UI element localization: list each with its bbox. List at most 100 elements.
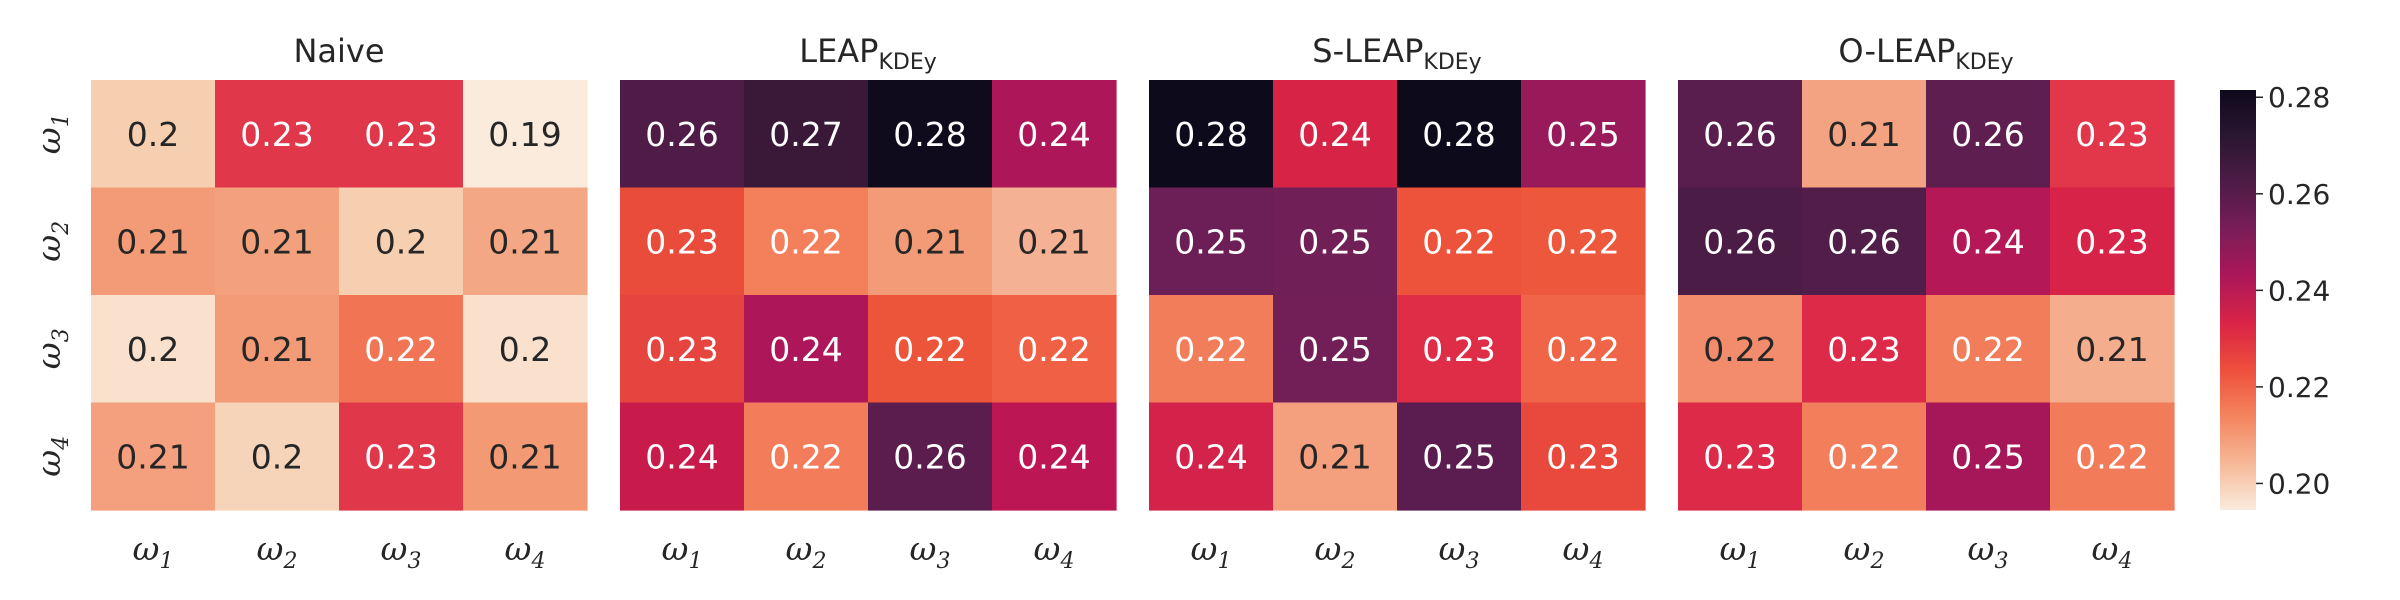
cell-value-label: 0.2: [127, 330, 179, 369]
y-tick-label: ω1: [29, 113, 74, 154]
x-tick-subscript: 4: [1059, 549, 1074, 574]
heatmap-cell: [1273, 187, 1398, 296]
heatmap-cell: [1802, 295, 1927, 404]
cell-value-label: 0.22: [1017, 330, 1090, 369]
heatmap-cell: [215, 402, 340, 511]
heatmap-cell: [1678, 295, 1803, 404]
heatmap-cell: [1273, 402, 1398, 511]
heatmap-cell: [91, 80, 216, 189]
heatmap-cell: [339, 295, 464, 404]
cell-value-label: 0.22: [769, 222, 842, 261]
panel-title: LEAPKDEy: [799, 32, 937, 75]
heatmap-cell: [1926, 187, 2051, 296]
heatmap-cell: [2050, 402, 2175, 511]
heatmap-cell: [1521, 80, 1646, 189]
heatmap-panel: LEAPKDEy 0.26 0.27 0.28 0.24 0.23 0.22 0.21 0.21…: [620, 32, 1117, 574]
heatmap-cell: [91, 295, 216, 404]
heatmap-cell: [1678, 402, 1803, 511]
heatmap-cell: [744, 402, 869, 511]
heatmap-cell: [91, 187, 216, 296]
x-tick-symbol: ω: [786, 529, 813, 568]
cell-value-label: 0.23: [1827, 330, 1900, 369]
x-tick-subscript: 3: [1994, 549, 2008, 574]
heatmap-cell: [215, 187, 340, 296]
panel-title-subscript: KDEy: [1955, 50, 2013, 75]
heatmap-cell: [744, 80, 869, 189]
heatmap-cell: [215, 80, 340, 189]
heatmap-cell: [1521, 295, 1646, 404]
x-tick-symbol: ω: [1720, 529, 1747, 568]
cell-value-label: 0.26: [1703, 222, 1776, 261]
cell-value-label: 0.19: [488, 115, 561, 154]
cell-value-label: 0.24: [769, 330, 842, 369]
cell-value-label: 0.21: [1298, 437, 1371, 476]
heatmap-cell: [463, 295, 588, 404]
cell-value-label: 0.21: [2075, 330, 2148, 369]
heatmap-cell: [1149, 402, 1274, 511]
cell-value-label: 0.25: [1951, 437, 2024, 476]
heatmap-cell: [1521, 187, 1646, 296]
y-tick-label: ω4: [29, 436, 74, 477]
x-tick-symbol: ω: [1034, 529, 1061, 568]
heatmap-cell: [1397, 295, 1522, 404]
x-tick-label: ω4: [2092, 529, 2133, 574]
x-tick-label: ω3: [910, 529, 951, 574]
panel-title-subscript: KDEy: [878, 50, 936, 75]
cell-value-label: 0.28: [1174, 115, 1247, 154]
x-tick-label: ω1: [662, 529, 703, 574]
cell-value-label: 0.26: [893, 437, 966, 476]
x-tick-symbol: ω: [1844, 529, 1871, 568]
cell-value-label: 0.22: [1546, 330, 1619, 369]
x-tick-label: ω1: [1720, 529, 1761, 574]
colorbar-tick-label: 0.20: [2268, 467, 2330, 500]
heatmap-cell: [620, 187, 745, 296]
cell-value-label: 0.21: [1827, 115, 1900, 154]
cell-value-label: 0.21: [240, 330, 313, 369]
heatmap-cell: [1678, 80, 1803, 189]
colorbar-tick-label: 0.28: [2268, 81, 2330, 114]
cell-value-label: 0.24: [1298, 115, 1371, 154]
y-tick-label: ω3: [29, 328, 74, 369]
panel-title-text: S-LEAP: [1312, 32, 1423, 70]
cell-value-label: 0.28: [893, 115, 966, 154]
cell-value-label: 0.23: [364, 437, 437, 476]
y-tick-symbol: ω: [29, 235, 68, 262]
x-tick-subscript: 3: [407, 549, 421, 574]
heatmap-cell: [339, 187, 464, 296]
cell-value-label: 0.22: [2075, 437, 2148, 476]
cell-value-label: 0.22: [769, 437, 842, 476]
y-tick-subscript: 4: [49, 436, 74, 451]
cell-value-label: 0.22: [1422, 222, 1495, 261]
heatmap-cell: [620, 80, 745, 189]
heatmap-cell: [1802, 402, 1927, 511]
heatmap-cell: [463, 402, 588, 511]
panel-title-subscript: KDEy: [1423, 50, 1481, 75]
cell-value-label: 0.25: [1298, 222, 1371, 261]
cell-value-label: 0.2: [127, 115, 179, 154]
x-tick-symbol: ω: [381, 529, 408, 568]
heatmap-cell: [1397, 187, 1522, 296]
panel-title-text: Naive: [293, 32, 384, 70]
panel-title-text: O-LEAP: [1838, 32, 1955, 70]
heatmap-cell: [992, 187, 1117, 296]
cell-value-label: 0.23: [2075, 115, 2148, 154]
x-tick-symbol: ω: [2092, 529, 2119, 568]
cell-value-label: 0.21: [116, 222, 189, 261]
heatmap-panel: O-LEAPKDEy 0.26 0.21 0.26 0.23 0.26 0.26 0.24 0.…: [1678, 32, 2175, 574]
cell-value-label: 0.22: [1827, 437, 1900, 476]
heatmap-panel: S-LEAPKDEy 0.28 0.24 0.28 0.25 0.25 0.25 0.22 0.…: [1149, 32, 1646, 574]
x-tick-symbol: ω: [662, 529, 689, 568]
heatmap-cell: [463, 80, 588, 189]
x-tick-label: ω2: [1315, 529, 1356, 574]
cell-value-label: 0.25: [1174, 222, 1247, 261]
x-tick-symbol: ω: [257, 529, 284, 568]
cell-value-label: 0.23: [645, 222, 718, 261]
colorbar: 0.28 0.26 0.24 0.22 0.20: [2220, 81, 2330, 510]
heatmap-cell: [339, 80, 464, 189]
heatmap-cell: [1149, 187, 1274, 296]
x-tick-label: ω4: [1034, 529, 1075, 574]
x-tick-label: ω3: [381, 529, 422, 574]
panel-title-text: LEAP: [799, 32, 878, 70]
cell-value-label: 0.26: [645, 115, 718, 154]
